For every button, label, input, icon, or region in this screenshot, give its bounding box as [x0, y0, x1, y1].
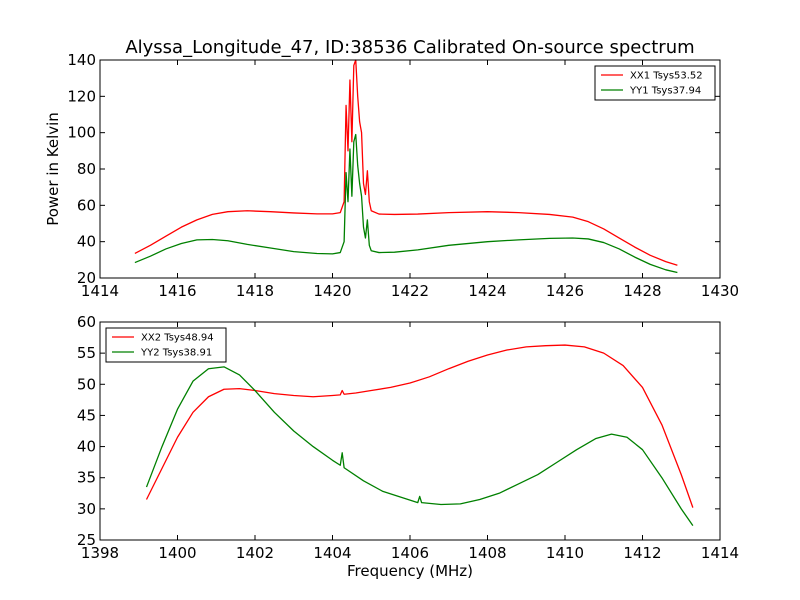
y-tick-label: 35: [77, 469, 96, 487]
legend-box: [105, 327, 227, 363]
x-tick-label: 1420: [313, 282, 351, 300]
legend-entry: YY2 Tsys38.91: [140, 348, 212, 359]
y-tick-label: 60: [77, 196, 96, 214]
x-tick-label: 1414: [701, 544, 739, 562]
legend-box: [594, 65, 716, 101]
x-tick-label: 1416: [158, 282, 196, 300]
y-axis-label: Power in Kelvin: [44, 112, 62, 226]
x-tick-label: 1412: [623, 544, 661, 562]
series-line-xx1: [134, 59, 678, 266]
y-tick-label: 50: [77, 375, 96, 393]
legend: XX1 Tsys53.52 YY1 Tsys37.94: [594, 65, 716, 101]
y-tick-label: 80: [77, 160, 96, 178]
x-axis-label: Frequency (MHz): [347, 562, 473, 580]
series-line-yy1: [134, 133, 678, 274]
series-line-yy2: [145, 366, 694, 527]
y-tick-label: 45: [77, 406, 96, 424]
y-tick-label: 40: [77, 233, 96, 251]
top-panel: 1414 1416 1418 1420 1422 1424 1426 1428 1430 20 40…: [67, 51, 739, 300]
x-tick-label: 1402: [236, 544, 274, 562]
x-tick-label: 1428: [623, 282, 661, 300]
legend: XX2 Tsys48.94 YY2 Tsys38.91: [105, 327, 227, 363]
x-tick-label: 1398: [81, 544, 119, 562]
y-tick-label: 55: [77, 344, 96, 362]
y-tick-label: 100: [67, 124, 96, 142]
x-tick-label: 1406: [391, 544, 429, 562]
y-tick-label: 120: [67, 87, 96, 105]
y-tick-label: 30: [77, 500, 96, 518]
y-tick-label: 40: [77, 438, 96, 456]
legend-entry: XX1 Tsys53.52: [630, 71, 703, 82]
x-tick-label: 1424: [468, 282, 506, 300]
y-tick-label: 20: [77, 269, 96, 287]
legend-entry: YY1 Tsys37.94: [629, 86, 701, 97]
chart-title: Alyssa_Longitude_47, ID:38536 Calibrated…: [125, 37, 694, 58]
x-tick-label: 1422: [391, 282, 429, 300]
y-tick-label: 60: [77, 313, 96, 331]
series-line-xx2: [145, 344, 694, 508]
x-tick-label: 1430: [701, 282, 739, 300]
x-tick-label: 1426: [546, 282, 584, 300]
x-tick-label: 1414: [81, 282, 119, 300]
x-tick-label: 1418: [236, 282, 274, 300]
x-tick-label: 1408: [468, 544, 506, 562]
bottom-panel: 1398 1400 1402 1404 1406 1408 1410 1412 1414 25 30…: [77, 313, 739, 562]
y-tick-label: 25: [77, 531, 96, 549]
x-tick-label: 1410: [546, 544, 584, 562]
legend-entry: XX2 Tsys48.94: [141, 333, 214, 344]
x-tick-label: 1400: [158, 544, 196, 562]
y-tick-label: 140: [67, 51, 96, 69]
x-tick-label: 1404: [313, 544, 351, 562]
